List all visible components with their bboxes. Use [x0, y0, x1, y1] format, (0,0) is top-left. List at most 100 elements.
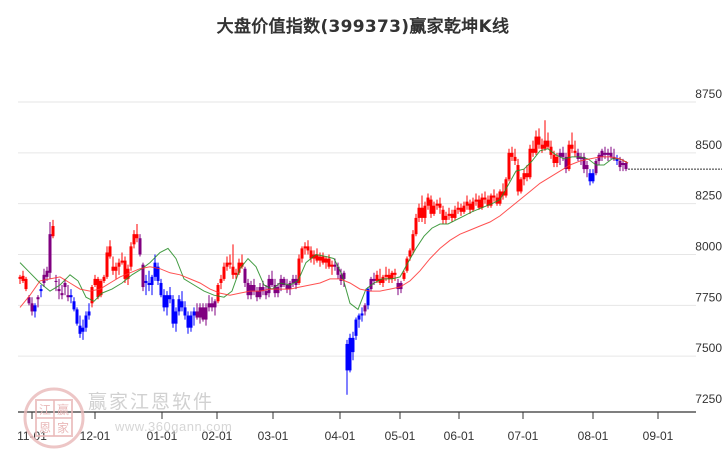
candle-body	[354, 319, 358, 336]
candle-body	[171, 299, 175, 324]
candle-body	[255, 291, 259, 298]
candle-body	[624, 163, 628, 170]
candle-body	[105, 252, 109, 277]
candle-body	[375, 274, 379, 281]
candle-body	[555, 156, 559, 163]
candle-body	[369, 278, 373, 290]
candle-body	[426, 197, 430, 206]
candle-body	[609, 152, 613, 157]
candle-body	[258, 287, 262, 298]
candle-body	[357, 315, 361, 320]
candle-body	[471, 201, 475, 210]
candle-body	[42, 274, 46, 283]
candle-body	[231, 266, 235, 275]
candle-body	[282, 278, 286, 285]
candle-body	[183, 307, 187, 316]
candle-body	[423, 205, 427, 218]
candle-body	[87, 311, 91, 316]
y-tick-label: 8500	[695, 138, 722, 152]
candle-body	[66, 295, 70, 298]
candle-body	[384, 274, 388, 277]
candle-body	[228, 262, 232, 265]
moving-average-lines	[19, 148, 629, 311]
y-tick-label: 8750	[695, 87, 722, 101]
candle-body	[483, 197, 487, 200]
candlesticks	[18, 120, 628, 395]
candle-body	[558, 152, 562, 157]
candle-body	[81, 327, 85, 332]
candle-body	[306, 246, 310, 251]
candle-body	[132, 234, 136, 245]
candle-body	[162, 295, 166, 308]
candle-body	[159, 282, 163, 296]
candle-body	[330, 264, 334, 267]
candle-body	[174, 311, 178, 324]
candle-body	[462, 205, 466, 212]
candle-body	[123, 260, 127, 279]
candle-body	[45, 270, 49, 277]
candle-body	[114, 266, 118, 271]
candle-body	[585, 165, 589, 170]
candle-body	[129, 246, 133, 267]
candle-body	[381, 276, 385, 283]
candle-body	[417, 207, 421, 218]
candle-body	[477, 199, 481, 208]
candle-body	[48, 234, 52, 273]
candle-body	[93, 278, 97, 285]
grid-lines	[18, 101, 696, 357]
candle-body	[420, 207, 424, 218]
candle-body	[189, 315, 193, 328]
candle-body	[27, 297, 31, 304]
candle-body	[594, 160, 598, 174]
watermark-brand: 赢家江恩软件	[88, 391, 215, 413]
candle-body	[444, 215, 448, 220]
candle-body	[321, 256, 325, 263]
candle-body	[318, 256, 322, 261]
candle-body	[177, 299, 181, 312]
candle-body	[561, 152, 565, 157]
y-tick-label: 7250	[695, 392, 722, 406]
candle-body	[237, 262, 241, 273]
candle-body	[441, 209, 445, 220]
candle-body	[141, 264, 145, 288]
candle-body	[393, 272, 397, 275]
candle-body	[165, 295, 169, 308]
candle-body	[360, 313, 364, 316]
candle-body	[147, 282, 151, 285]
candle-body	[390, 272, 394, 279]
x-tick-label: 12-01	[80, 429, 111, 443]
candle-body	[216, 285, 220, 302]
candle-body	[579, 156, 583, 159]
candle-body	[72, 301, 76, 310]
candle-body	[450, 213, 454, 218]
candle-body	[51, 226, 55, 237]
candle-body	[222, 266, 226, 279]
candle-body	[60, 293, 64, 296]
candle-body	[516, 165, 520, 192]
candle-body	[525, 173, 529, 178]
candle-body	[54, 280, 58, 282]
candle-body	[315, 254, 319, 261]
candle-body	[291, 278, 295, 283]
candle-body	[270, 278, 274, 285]
candle-body	[108, 246, 112, 257]
candle-body	[618, 160, 622, 168]
candle-body	[267, 278, 271, 294]
candle-body	[63, 282, 67, 288]
candle-body	[486, 199, 490, 206]
candle-body	[138, 238, 142, 255]
candle-body	[402, 272, 406, 279]
candle-body	[153, 262, 157, 277]
candle-body	[243, 268, 247, 283]
candle-body	[465, 201, 469, 206]
candle-body	[591, 173, 595, 182]
candle-body	[447, 213, 451, 216]
candle-body	[387, 274, 391, 279]
candle-body	[576, 152, 580, 159]
candle-body	[345, 343, 349, 371]
x-tick-label: 08-01	[578, 429, 609, 443]
candle-body	[204, 307, 208, 320]
candle-body	[333, 264, 337, 267]
candle-body	[336, 266, 340, 275]
